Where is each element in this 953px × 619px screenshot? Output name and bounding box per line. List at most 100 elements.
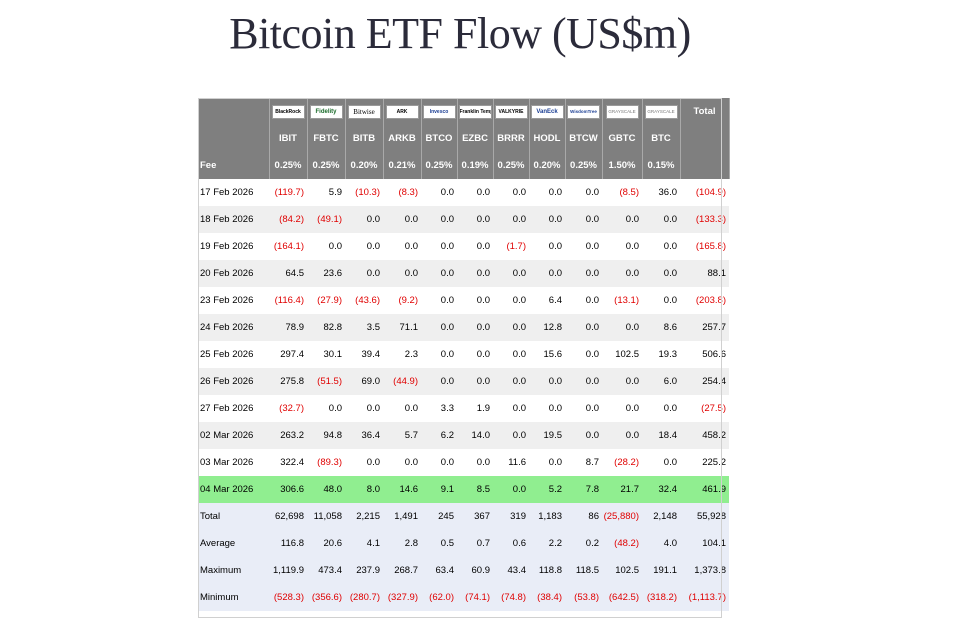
flow-cell: 0.0 bbox=[602, 206, 642, 233]
row-total: (104.9) bbox=[680, 179, 729, 206]
row-total: 257.7 bbox=[680, 314, 729, 341]
flow-cell: 0.0 bbox=[493, 476, 529, 503]
fee-label: Fee bbox=[198, 152, 270, 179]
ticker-header: IBIT bbox=[269, 125, 308, 152]
ticker-row: IBIT FBTC BITB ARKB BTCO EZBC BRRR HODL BTCW GBTC… bbox=[198, 125, 730, 152]
flow-cell: (27.9) bbox=[307, 287, 345, 314]
issuer-logo-cell: Franklin Templeton bbox=[457, 98, 494, 125]
flow-cell: (119.7) bbox=[269, 179, 307, 206]
fee-value: 0.25% bbox=[421, 152, 458, 179]
flow-cell: 0.0 bbox=[457, 179, 493, 206]
issuer-logo-cell: GRAYSCALE bbox=[642, 98, 681, 125]
flow-cell: (164.1) bbox=[269, 233, 307, 260]
flow-cell: 0.0 bbox=[493, 422, 529, 449]
flow-cell: 0.0 bbox=[421, 314, 457, 341]
flow-cell: 5.7 bbox=[383, 422, 421, 449]
summary-cell: (280.7) bbox=[345, 584, 383, 611]
fee-value: 0.20% bbox=[345, 152, 384, 179]
row-date: 25 Feb 2026 bbox=[198, 341, 269, 368]
flow-cell: 0.0 bbox=[565, 395, 602, 422]
summary-cell: 2.2 bbox=[529, 530, 565, 557]
flow-cell: 0.0 bbox=[565, 422, 602, 449]
flow-cell: 0.0 bbox=[421, 260, 457, 287]
ticker-header: BTCO bbox=[421, 125, 458, 152]
vaneck-logo: VanEck bbox=[530, 104, 564, 119]
summary-cell: 86 bbox=[565, 503, 602, 530]
flow-cell: 0.0 bbox=[602, 422, 642, 449]
fee-value: 0.21% bbox=[383, 152, 422, 179]
table-row: 27 Feb 2026 (32.7) 0.0 0.0 0.0 3.3 1.9 0.0 0.0 0.… bbox=[198, 395, 729, 422]
flow-cell: 0.0 bbox=[345, 233, 383, 260]
table-row: 04 Mar 2026 306.6 48.0 8.0 14.6 9.1 8.5 0.0 5.2 7… bbox=[198, 476, 729, 503]
total-column-header: Total bbox=[680, 98, 730, 125]
flow-cell: 0.0 bbox=[307, 233, 345, 260]
summary-cell: 319 bbox=[493, 503, 529, 530]
header-blank-cell bbox=[198, 98, 270, 125]
ticker-header: FBTC bbox=[307, 125, 346, 152]
row-date: 04 Mar 2026 bbox=[198, 476, 269, 503]
summary-cell: 4.0 bbox=[642, 530, 680, 557]
fee-value: 0.25% bbox=[269, 152, 308, 179]
summary-cell: (53.8) bbox=[565, 584, 602, 611]
fee-value: 0.25% bbox=[307, 152, 346, 179]
flow-cell: 0.0 bbox=[493, 368, 529, 395]
summary-cell: (48.2) bbox=[602, 530, 642, 557]
table-row: 17 Feb 2026 (119.7) 5.9 (10.3) (8.3) 0.0 0.0 0.… bbox=[198, 179, 729, 206]
flow-cell: 3.3 bbox=[421, 395, 457, 422]
flow-cell: 8.6 bbox=[642, 314, 680, 341]
flow-cell: 0.0 bbox=[565, 314, 602, 341]
flow-cell: 0.0 bbox=[493, 341, 529, 368]
summary-cell: 191.1 bbox=[642, 557, 680, 584]
summary-cell: (25,880) bbox=[602, 503, 642, 530]
flow-cell: 0.0 bbox=[457, 206, 493, 233]
flow-cell: 0.0 bbox=[565, 260, 602, 287]
ticker-header: ARKB bbox=[383, 125, 422, 152]
flow-cell: 0.0 bbox=[383, 233, 421, 260]
daily-flow-rows: 17 Feb 2026 (119.7) 5.9 (10.3) (8.3) 0.0 0.0 0.… bbox=[198, 179, 729, 503]
summary-cell: (74.8) bbox=[493, 584, 529, 611]
page-title: Bitcoin ETF Flow (US$m) bbox=[229, 9, 691, 58]
summary-cell: 1,119.9 bbox=[269, 557, 307, 584]
flow-cell: 0.0 bbox=[493, 206, 529, 233]
flow-cell: 0.0 bbox=[642, 260, 680, 287]
row-date: 18 Feb 2026 bbox=[198, 206, 269, 233]
flow-cell: (1.7) bbox=[493, 233, 529, 260]
flow-cell: 36.0 bbox=[642, 179, 680, 206]
summary-total: 55,928 bbox=[680, 503, 729, 530]
ticker-header: BTCW bbox=[565, 125, 603, 152]
header-blank-cell bbox=[680, 125, 730, 152]
flow-cell: (89.3) bbox=[307, 449, 345, 476]
franklin-logo: Franklin Templeton bbox=[458, 104, 492, 119]
flow-cell: 0.0 bbox=[565, 206, 602, 233]
summary-cell: 20.6 bbox=[307, 530, 345, 557]
flow-cell: 0.0 bbox=[457, 260, 493, 287]
flow-cell: 0.0 bbox=[345, 449, 383, 476]
issuer-logo-cell: Bitwise bbox=[345, 98, 384, 125]
summary-cell: 367 bbox=[457, 503, 493, 530]
flow-cell: 3.5 bbox=[345, 314, 383, 341]
fee-value: 1.50% bbox=[602, 152, 643, 179]
summary-rows: Total 62,698 11,058 2,215 1,491 245 367 319 1,18… bbox=[198, 503, 729, 611]
issuer-logo-cell: Invesco bbox=[421, 98, 458, 125]
summary-cell: (62.0) bbox=[421, 584, 457, 611]
flow-cell: 8.7 bbox=[565, 449, 602, 476]
fee-value: 0.20% bbox=[529, 152, 566, 179]
flow-cell: 19.3 bbox=[642, 341, 680, 368]
flow-cell: 0.0 bbox=[529, 395, 565, 422]
summary-cell: 2.8 bbox=[383, 530, 421, 557]
row-total: 254.4 bbox=[680, 368, 729, 395]
fee-value: 0.25% bbox=[565, 152, 603, 179]
flow-cell: 94.8 bbox=[307, 422, 345, 449]
flow-cell: 0.0 bbox=[345, 206, 383, 233]
summary-cell: 63.4 bbox=[421, 557, 457, 584]
row-date: 17 Feb 2026 bbox=[198, 179, 269, 206]
flow-cell: (44.9) bbox=[383, 368, 421, 395]
row-date: 19 Feb 2026 bbox=[198, 233, 269, 260]
flow-cell: 0.0 bbox=[565, 287, 602, 314]
fee-value: 0.25% bbox=[493, 152, 530, 179]
row-total: 225.2 bbox=[680, 449, 729, 476]
summary-cell: (318.2) bbox=[642, 584, 680, 611]
flow-cell: 6.2 bbox=[421, 422, 457, 449]
flow-cell: 8.5 bbox=[457, 476, 493, 503]
flow-cell: (32.7) bbox=[269, 395, 307, 422]
